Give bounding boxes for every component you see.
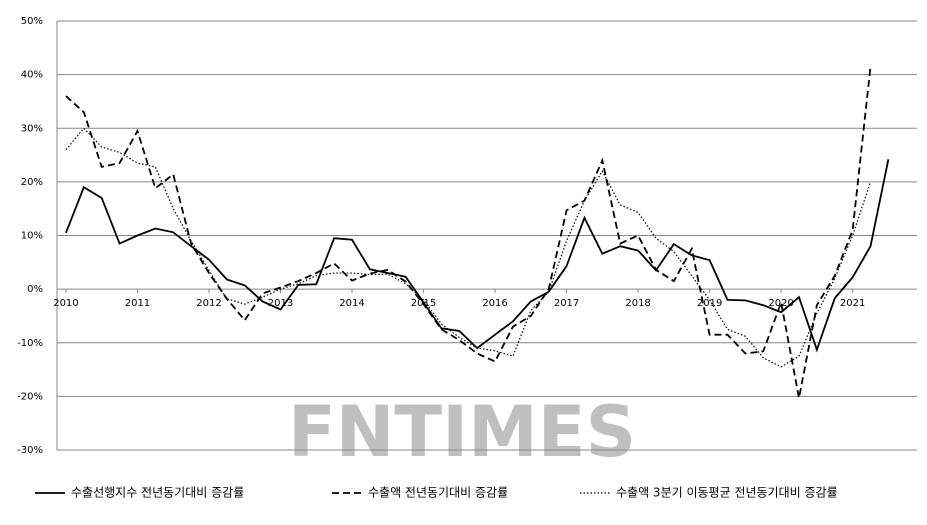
legend-label: 수출액 전년동기대비 증감률: [368, 486, 508, 500]
y-tick-label: 30%: [21, 123, 43, 134]
series-line: [65, 127, 872, 368]
series-line: [65, 159, 890, 353]
series-line: [65, 66, 872, 399]
x-tick-label: 2014: [339, 298, 364, 309]
watermark: FNTIMES: [288, 391, 636, 473]
y-tick-label: 50%: [21, 16, 43, 27]
y-tick-label: 40%: [21, 70, 43, 81]
x-tick-label: 2016: [482, 298, 507, 309]
x-tick-label: 2012: [196, 298, 221, 309]
y-tick-label: 20%: [21, 177, 43, 188]
x-tick-label: 2020: [768, 298, 793, 309]
legend-label: 수출액 3분기 이동평균 전년동기대비 증감률: [616, 486, 838, 500]
x-tick-label: 2017: [554, 298, 579, 309]
x-tick-label: 2019: [697, 298, 722, 309]
y-tick-label: 0%: [27, 284, 43, 295]
y-tick-label: -20%: [17, 391, 43, 402]
x-tick-label: 2010: [53, 298, 78, 309]
x-tick-label: 2011: [125, 298, 150, 309]
x-tick-label: 2021: [840, 298, 865, 309]
y-tick-label: 10%: [21, 231, 43, 242]
x-tick-label: 2013: [268, 298, 293, 309]
y-tick-label: -10%: [17, 338, 43, 349]
legend-label: 수출선행지수 전년동기대비 증감률: [71, 485, 244, 500]
x-tick-label: 2018: [625, 298, 650, 309]
y-tick-label: -30%: [17, 445, 43, 456]
